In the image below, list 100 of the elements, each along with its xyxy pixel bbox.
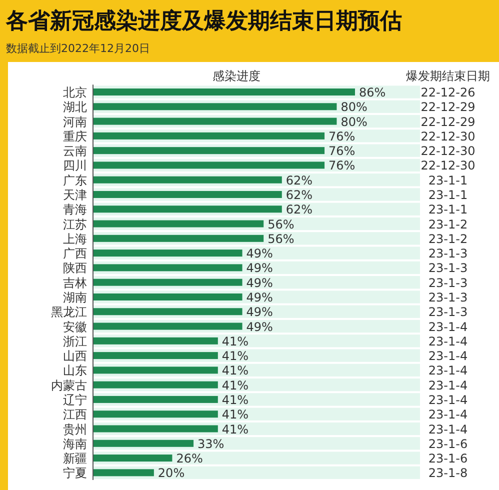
data-label: 41% [222,422,249,436]
y-tick-label: 安徽 [63,320,87,334]
y2-tick-label: 23-1-4 [428,334,468,348]
y2-tick-label: 23-1-4 [428,349,468,364]
data-label: 49% [246,290,273,304]
y-tick-label: 山西 [63,349,87,364]
y2-tick-label: 22-12-26 [420,86,476,100]
data-label: 80% [340,100,368,114]
y2-tick-label: 23-1-4 [428,378,468,392]
bar [93,206,282,213]
bar [93,425,218,432]
y2-tick-label: 23-1-4 [428,408,468,422]
data-label: 49% [246,305,273,320]
data-label: 20% [158,466,185,480]
y2-tick-label: 23-1-3 [428,246,468,261]
bar [93,293,242,300]
data-label: 76% [328,129,356,144]
y2-tick-label: 23-1-3 [428,276,468,290]
y-tick-label: 湖南 [63,290,87,304]
bar [93,440,194,447]
bar [93,220,264,228]
y-tick-label: 陕西 [63,261,87,276]
y2-tick-label: 23-1-3 [428,290,468,304]
bar [93,264,242,272]
y-tick-label: 吉林 [63,276,87,290]
y-tick-label: 广东 [63,173,87,188]
chart-subtitle: 数据截止到2022年12月20日 [6,42,150,55]
bar [93,278,242,286]
data-label: 80% [340,114,368,129]
y-tick-label: 辽宁 [63,392,87,407]
data-label: 76% [328,144,356,158]
y2-tick-label: 23-1-3 [428,305,468,320]
bar [93,381,218,388]
y-tick-label: 重庆 [63,129,87,144]
y2-tick-label: 23-1-6 [428,452,468,466]
y-tick-label: 湖北 [63,100,87,114]
data-label: 56% [268,232,294,246]
y2-tick-label: 22-12-30 [420,144,476,158]
y2-tick-label: 23-1-1 [428,173,468,188]
bar [93,322,242,330]
y-tick-label: 江苏 [63,217,87,232]
bar [93,176,282,184]
data-label: 49% [246,261,273,276]
data-label: 49% [246,276,273,290]
y2-tick-label: 23-1-8 [428,466,468,480]
y-tick-label: 四川 [63,158,87,173]
bar [93,337,218,344]
chart-title: 各省新冠感染进度及爆发期结束日期预估 [5,8,402,34]
data-label: 56% [268,217,294,232]
bar [93,469,154,476]
y-tick-label: 贵州 [63,422,87,436]
y2-tick-label: 23-1-6 [428,436,468,451]
y-tick-label: 新疆 [63,452,87,466]
y-tick-label: 青海 [63,202,87,217]
data-label: 41% [222,364,249,378]
data-label: 86% [359,86,386,100]
y2-tick-label: 22-12-30 [420,129,476,144]
bar [93,250,242,257]
y2-tick-label: 22-12-29 [420,100,476,114]
bar [93,396,218,403]
bar [93,308,242,316]
data-label: 33% [198,436,224,451]
y2-tick-label: 23-1-3 [428,261,468,276]
bar [93,190,282,198]
y-tick-label: 上海 [63,232,87,246]
x-axis-title: 感染进度 [212,69,260,83]
data-label: 26% [176,452,203,466]
bar [93,454,172,462]
y-tick-label: 河南 [63,114,87,129]
bar [93,147,325,154]
bar [93,234,264,242]
y2-tick-label: 23-1-4 [428,320,468,334]
y-tick-label: 宁夏 [63,466,87,480]
data-label: 41% [222,349,249,364]
y-tick-label: 广西 [63,246,87,261]
data-label: 41% [222,392,249,407]
y-tick-label: 海南 [63,436,87,451]
data-label: 49% [246,246,273,261]
y-tick-label: 江西 [63,408,87,422]
y2-tick-label: 22-12-30 [420,158,476,173]
bar [93,118,337,125]
data-label: 49% [246,320,273,334]
bar [93,103,337,110]
bar [93,352,218,360]
data-label: 62% [286,188,313,202]
bar [93,132,325,140]
data-label: 62% [286,173,313,188]
y2-tick-label: 23-1-2 [428,232,468,246]
y2-tick-label: 23-1-4 [428,392,468,407]
y-tick-label: 天津 [63,188,87,202]
y2-tick-label: 23-1-2 [428,217,468,232]
bar [93,366,218,374]
data-label: 41% [222,334,249,348]
y2-tick-label: 23-1-1 [428,202,468,217]
y-tick-label: 黑龙江 [51,305,87,320]
y2-tick-label: 22-12-29 [420,114,476,129]
y2-tick-label: 23-1-4 [428,364,468,378]
bar [93,410,218,418]
y-tick-label: 北京 [63,86,87,100]
y-tick-label: 内蒙古 [51,378,87,392]
